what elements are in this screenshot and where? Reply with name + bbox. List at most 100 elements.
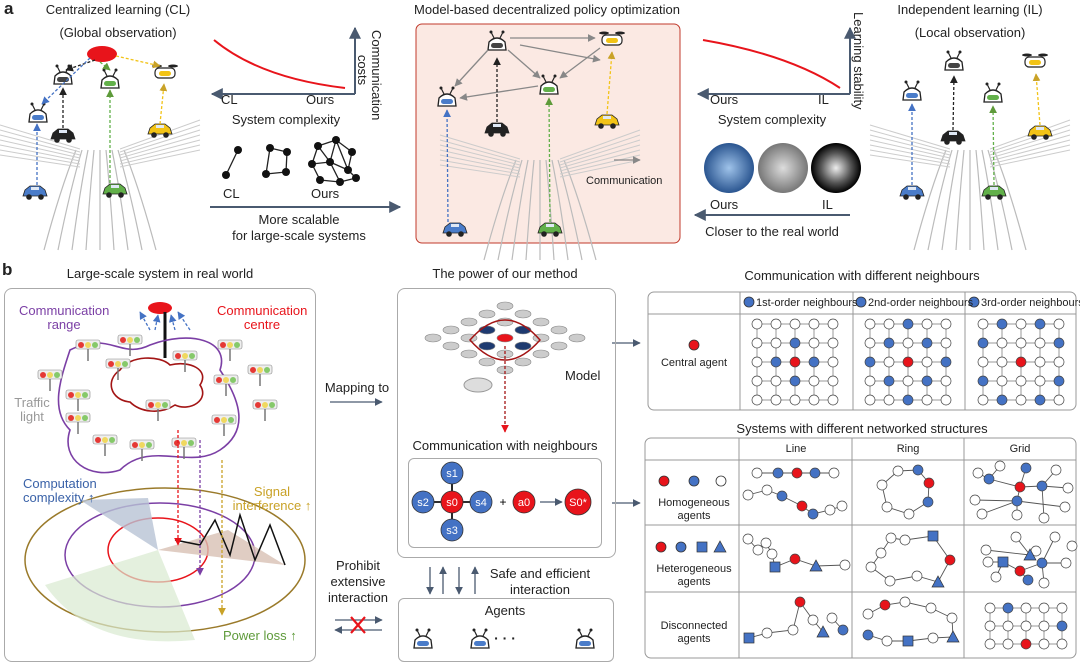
- grid-node: [789, 337, 801, 349]
- network-node: [972, 467, 984, 479]
- grid-node: [808, 375, 820, 387]
- comm-cost-curve: [213, 39, 346, 89]
- col-ring: Ring: [896, 443, 920, 455]
- traffic-light-label: Traffic light: [14, 395, 50, 424]
- network-node: [980, 544, 992, 556]
- light-red: [220, 342, 226, 348]
- drone-rotor: [615, 31, 625, 35]
- network-node: [1050, 464, 1062, 476]
- car-wheel: [500, 131, 506, 137]
- il-car: [899, 185, 925, 200]
- light-red: [68, 415, 74, 421]
- grid-node: [883, 375, 895, 387]
- car-wheel: [1031, 134, 1037, 140]
- communication-centre: [87, 46, 117, 62]
- grid-node: [827, 375, 839, 387]
- network-node: [875, 547, 887, 559]
- traffic-light: [65, 412, 91, 434]
- grid-node: [1020, 620, 1032, 632]
- graph-node: [344, 166, 352, 174]
- decentral-title: Model-based decentralized policy optimiz…: [414, 2, 680, 17]
- road-lane: [913, 149, 947, 251]
- car-body: [50, 128, 76, 140]
- network-node: [1038, 512, 1050, 524]
- grid-node: [1053, 394, 1065, 406]
- network-node: [1022, 574, 1034, 586]
- robot-antenna-tip: [589, 628, 593, 632]
- state-node-s1: [440, 461, 464, 485]
- road-lane: [439, 134, 521, 160]
- network-node: [816, 625, 830, 638]
- legend-blue-dot: [743, 296, 755, 308]
- robot-antenna-tip: [489, 30, 493, 34]
- network-node: [982, 556, 994, 568]
- agent-comm-link: [519, 44, 601, 63]
- light-red: [255, 402, 261, 408]
- light-green: [189, 353, 195, 359]
- ring-homog: [876, 464, 935, 520]
- car-wheel: [598, 123, 604, 129]
- road-lane: [57, 149, 83, 251]
- network-node: [922, 496, 934, 508]
- grid-node: [751, 318, 763, 330]
- network-node: [776, 490, 788, 502]
- communication-label: Communication: [586, 175, 663, 187]
- line-homog-1: [751, 467, 840, 479]
- road-lane: [869, 154, 951, 168]
- legend-blue-dot: [675, 541, 687, 553]
- state-node-s2: [411, 490, 435, 514]
- model-node: [532, 317, 550, 327]
- road-lane: [989, 124, 1071, 153]
- dec-car: [484, 122, 510, 137]
- model-node: [550, 341, 568, 351]
- grid-node: [1020, 602, 1032, 614]
- light-green: [54, 372, 60, 378]
- graph-node: [222, 171, 230, 179]
- light-yellow: [181, 440, 187, 446]
- grid-node: [996, 337, 1008, 349]
- road-lane: [117, 149, 143, 251]
- neighbour-grid-order-1: [751, 318, 839, 406]
- cl-obs: [159, 83, 168, 125]
- drone-screen: [1029, 60, 1041, 65]
- graph-node: [316, 176, 324, 184]
- light-green: [92, 342, 98, 348]
- line-homog-2: [742, 484, 848, 520]
- traffic-light: [117, 334, 143, 356]
- road-lane: [869, 134, 951, 156]
- state-label-s0: s0: [446, 497, 458, 509]
- network-node: [809, 559, 823, 572]
- network-node: [1011, 495, 1023, 507]
- grid-node: [1015, 375, 1027, 387]
- plus-sign: +: [499, 495, 506, 509]
- network-node: [865, 561, 877, 573]
- robot-antenna-tip: [451, 86, 455, 90]
- light-green: [82, 415, 88, 421]
- col-1st-order: 1st-order neighbours: [756, 297, 858, 309]
- il-car: [940, 130, 966, 145]
- network-node: [828, 467, 840, 479]
- col-2nd-order: 2nd-order neighbours: [868, 297, 974, 309]
- grid-node: [808, 356, 820, 368]
- uplink-arrow: [169, 314, 177, 331]
- robot-antenna-tip: [904, 80, 908, 84]
- road-lane: [0, 134, 81, 156]
- stability-curve: [702, 39, 841, 89]
- network-edge: [867, 601, 954, 642]
- network-node: [807, 614, 819, 626]
- model-node: [496, 333, 514, 343]
- legend-blue-dot: [688, 475, 700, 487]
- network-node: [1049, 531, 1061, 543]
- light-green: [134, 337, 140, 343]
- action-label: a0: [518, 497, 530, 509]
- grid-node: [977, 375, 989, 387]
- network-node: [743, 632, 755, 644]
- road-lane: [111, 149, 129, 251]
- network-node: [927, 530, 939, 542]
- grid-node: [984, 620, 996, 632]
- car-window: [156, 125, 164, 128]
- grid-node: [864, 318, 876, 330]
- communication-centre-antenna: [148, 302, 172, 314]
- traffic-light: [92, 434, 118, 456]
- light-red: [132, 442, 138, 448]
